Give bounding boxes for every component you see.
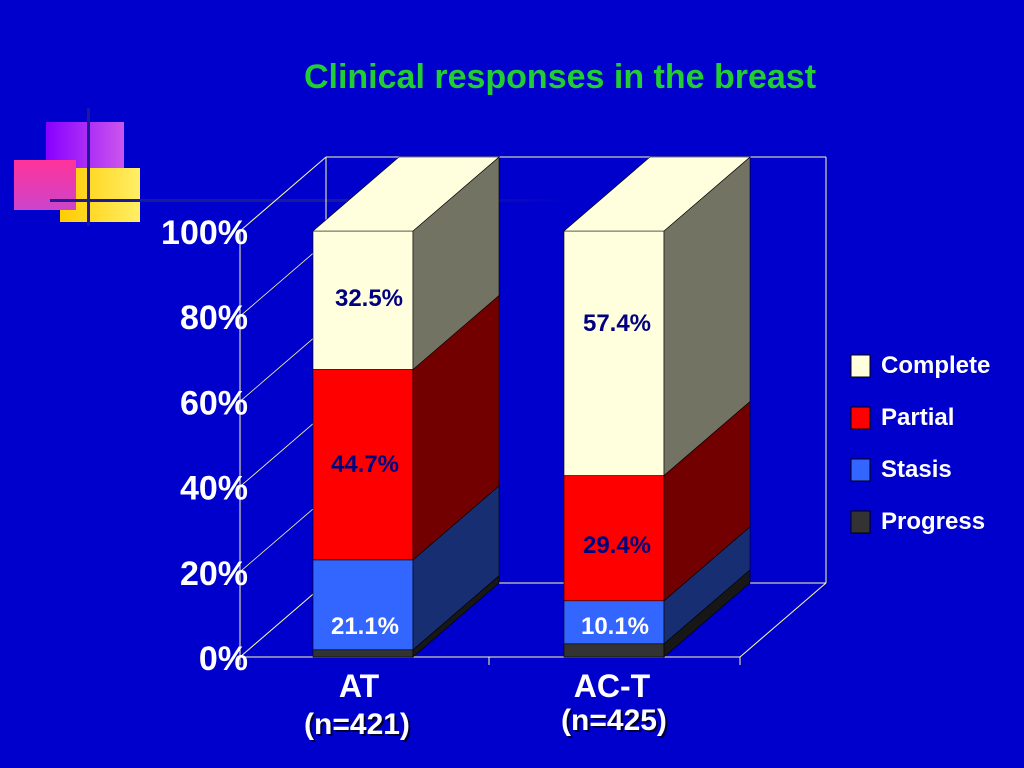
bar-segment-stasis <box>312 559 414 651</box>
floor-left-edge <box>239 582 327 658</box>
legend-label-stasis: Stasis <box>881 456 952 483</box>
decorative-vertical-line <box>87 108 90 226</box>
side-wall-gridline <box>239 497 327 573</box>
data-label: 29.4% <box>583 532 651 559</box>
chart-title: Clinical responses in the breast <box>303 58 817 96</box>
side-wall-top-edge <box>239 156 327 232</box>
bar-segment-progress <box>312 649 414 658</box>
bar-segment-complete <box>563 230 665 476</box>
legend-swatch-stasis <box>850 458 871 482</box>
x-category-sublabel: (n=425) <box>561 704 667 737</box>
bar-top-complete <box>563 156 751 232</box>
legend-label-complete: Complete <box>881 352 990 379</box>
x-category-sublabel: (n=421) <box>304 708 410 741</box>
legend-label-partial: Partial <box>881 404 954 431</box>
bar-segment-partial <box>563 475 665 602</box>
data-label: 10.1% <box>581 613 649 640</box>
floor-right-edge <box>739 582 827 658</box>
data-label: 44.7% <box>331 451 399 478</box>
x-category-sublabel-shadow: (n=425) <box>563 706 669 739</box>
side-wall-gridline <box>239 241 327 317</box>
y-tick-label: 80% <box>180 299 248 337</box>
legend-swatch-partial <box>850 406 871 430</box>
y-tick-label: 20% <box>180 555 248 593</box>
bar-segment-complete <box>312 230 414 370</box>
data-label: 57.4% <box>583 310 651 337</box>
y-tick-label: 40% <box>180 470 248 508</box>
legend-swatch-complete <box>850 354 871 378</box>
side-wall-gridline <box>239 412 327 487</box>
bar-segment-progress <box>563 643 665 658</box>
legend-swatch-progress <box>850 510 871 534</box>
data-label: 32.5% <box>335 285 403 312</box>
decorative-horizontal-line <box>50 199 570 202</box>
x-category-sublabel-shadow: (n=421) <box>306 710 412 743</box>
data-label: 21.1% <box>331 613 399 640</box>
y-tick-label: 60% <box>180 384 248 422</box>
side-wall-gridline <box>239 327 327 402</box>
y-tick-label: 100% <box>161 214 248 252</box>
y-tick-label: 0% <box>199 640 248 678</box>
x-category-label: AT <box>339 668 380 704</box>
bar-top-complete <box>312 156 500 232</box>
legend-label-progress: Progress <box>881 508 985 535</box>
x-category-label: AC-T <box>574 668 651 704</box>
